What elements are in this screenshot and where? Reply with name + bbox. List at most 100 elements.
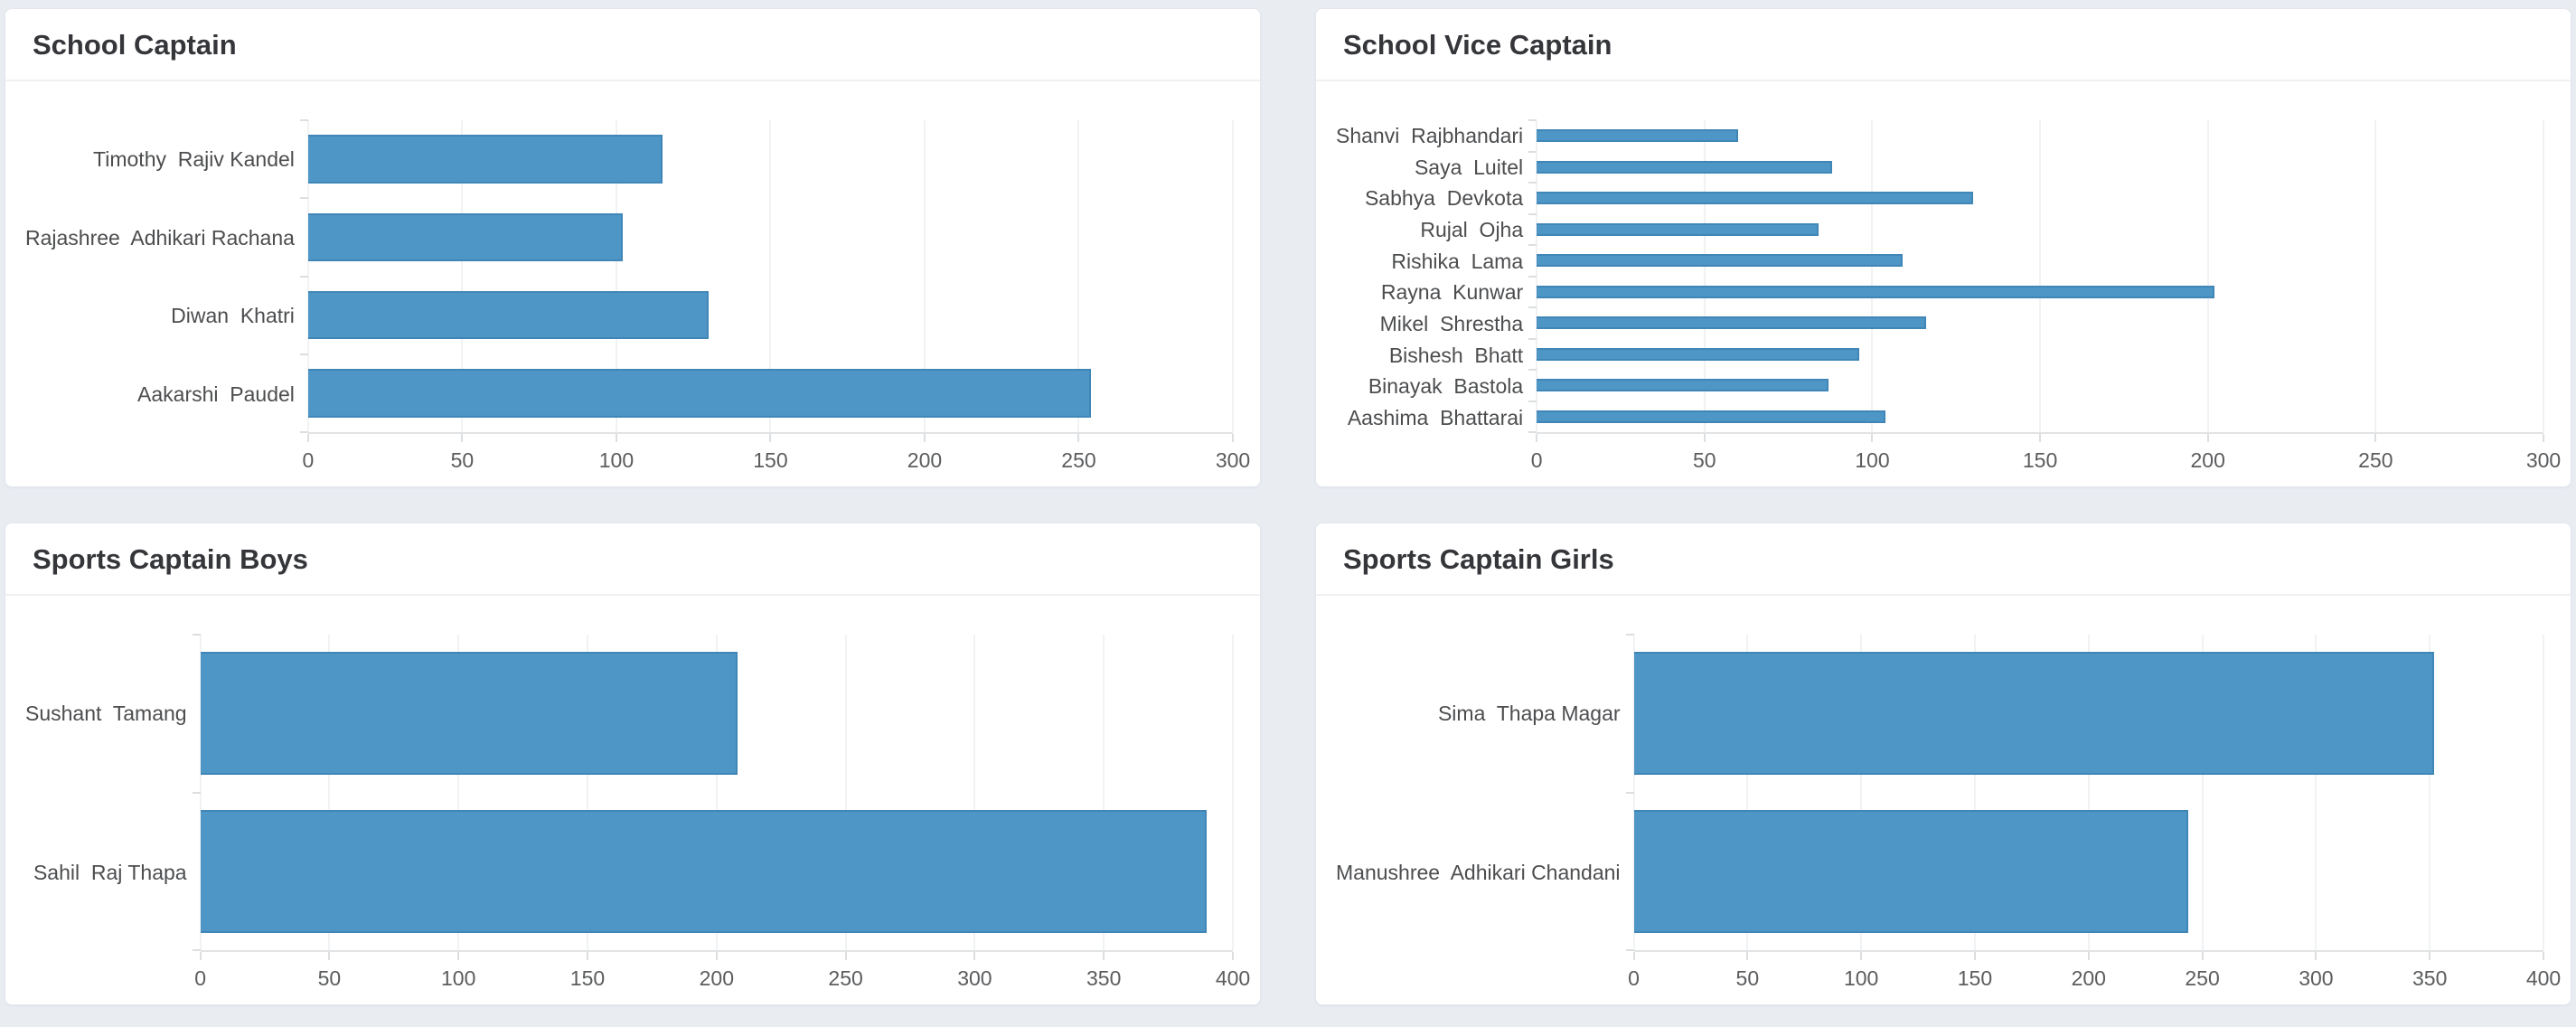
gridline xyxy=(2039,120,2042,432)
bar[interactable] xyxy=(1537,192,1973,205)
panel-header: School Vice Captain xyxy=(1316,9,2571,81)
x-axis-tick xyxy=(1746,952,1749,960)
x-axis-tick xyxy=(1973,952,1976,960)
x-axis-tick-label: 250 xyxy=(828,966,863,990)
panel-title: School Captain xyxy=(33,28,237,61)
x-axis-tick xyxy=(586,952,588,960)
x-axis-tick xyxy=(306,434,309,442)
x-axis: 0 50 100 150 200 250 300 350 400 xyxy=(1628,952,2561,999)
category-label: Sima Thapa Magar xyxy=(1437,702,1621,726)
x-axis-tick-label: 200 xyxy=(2071,966,2106,990)
bar[interactable] xyxy=(1537,285,2215,298)
plot-area xyxy=(192,634,1234,952)
bar[interactable] xyxy=(1537,410,1886,423)
x-axis-tick-label: 250 xyxy=(2185,966,2220,990)
x-axis-tick-label: 0 xyxy=(302,448,315,472)
gridline xyxy=(2429,635,2431,950)
bar[interactable] xyxy=(1537,160,1832,174)
y-axis-labels: Sima Thapa Magar Manushree Adhikari Chand… xyxy=(1336,635,1634,952)
panel-header: School Captain xyxy=(5,9,1260,81)
bar[interactable] xyxy=(307,212,623,262)
gridline xyxy=(1973,635,1976,950)
bar[interactable] xyxy=(200,809,1208,933)
bar[interactable] xyxy=(1537,222,1819,236)
x-axis-tick xyxy=(715,952,718,960)
gridline xyxy=(1632,635,1635,950)
plot-area xyxy=(299,119,1234,434)
panel-sports-captain-girls: Sports Captain Girls Sima Thapa Magar Man… xyxy=(1315,523,2571,1005)
bar[interactable] xyxy=(1633,809,2189,933)
category-label: Manushree Adhikari Chandani xyxy=(1336,860,1621,884)
y-axis-tick xyxy=(1528,275,1537,278)
bar[interactable] xyxy=(1633,652,2435,776)
y-axis-tick xyxy=(192,949,201,951)
x-axis-tick-label: 200 xyxy=(2190,448,2225,472)
gridline xyxy=(586,635,588,950)
bar[interactable] xyxy=(200,652,738,776)
y-axis-tick xyxy=(1528,244,1537,246)
gridline xyxy=(615,120,617,432)
category-label: Aashima Bhattarai xyxy=(1347,406,1524,430)
gridline xyxy=(715,635,718,950)
bar[interactable] xyxy=(1537,316,1926,330)
x-axis-tick xyxy=(1536,434,1538,442)
x-axis-tick xyxy=(2429,952,2431,960)
x-axis-tick xyxy=(1871,434,1874,442)
bar[interactable] xyxy=(307,290,710,340)
x-axis-tick xyxy=(2087,952,2090,960)
x-axis: 0 50 100 150 200 250 300 xyxy=(1531,434,2561,481)
bar[interactable] xyxy=(307,135,663,184)
x-axis-tick xyxy=(457,952,460,960)
category-label: Binayak Bastola xyxy=(1368,374,1524,399)
x-axis-tick-label: 150 xyxy=(1957,966,1993,990)
x-axis-tick xyxy=(2206,434,2209,442)
x-axis-tick xyxy=(1232,952,1234,960)
x-axis-tick xyxy=(973,952,976,960)
gridline xyxy=(1536,120,1538,432)
x-axis-tick-label: 100 xyxy=(1855,448,1890,472)
x-axis-tick-label: 100 xyxy=(1843,966,1879,990)
plot-area xyxy=(1528,119,2544,434)
x-axis-tick xyxy=(461,434,464,442)
y-axis-tick xyxy=(192,791,201,794)
gridline xyxy=(769,120,772,432)
y-axis-tick xyxy=(299,197,308,200)
category-label: Rayna Kunwar xyxy=(1380,280,1524,305)
bar[interactable] xyxy=(1537,129,1738,143)
gridline xyxy=(2374,120,2377,432)
x-axis-tick-label: 300 xyxy=(1215,448,1251,472)
gridline xyxy=(457,635,460,950)
gridline xyxy=(1103,635,1105,950)
x-axis-tick-label: 200 xyxy=(699,966,734,990)
x-axis-tick-label: 50 xyxy=(1692,448,1716,472)
x-axis: 0 50 100 150 200 250 300 xyxy=(303,434,1250,481)
x-axis-tick xyxy=(1232,434,1234,442)
x-axis-tick-label: 0 xyxy=(1530,448,1543,472)
y-axis-tick xyxy=(192,634,201,636)
gridline xyxy=(973,635,976,950)
panel-title: Sports Captain Boys xyxy=(33,542,308,575)
x-axis-tick xyxy=(844,952,847,960)
panel-school-vice-captain: School Vice Captain Shanvi Rajbhandari Sa… xyxy=(1315,8,2571,487)
bar[interactable] xyxy=(307,369,1092,418)
category-label: Diwan Khatri xyxy=(171,304,295,328)
bar[interactable] xyxy=(1537,347,1859,361)
y-axis-tick xyxy=(1625,949,1634,951)
y-axis-tick xyxy=(299,353,308,355)
gridline xyxy=(1746,635,1749,950)
gridline xyxy=(2543,635,2544,950)
category-label: Saya Luitel xyxy=(1414,155,1524,179)
gridline xyxy=(328,635,331,950)
x-axis-tick-label: 50 xyxy=(450,448,475,472)
x-axis-tick xyxy=(2315,952,2317,960)
horizontal-bar-chart: Sushant Tamang Sahil Raj Thapa 0 50 100 150 2… xyxy=(5,596,1260,1004)
horizontal-bar-chart: Sima Thapa Magar Manushree Adhikari Chand… xyxy=(1316,596,2571,1004)
x-axis-tick-label: 350 xyxy=(1086,966,1122,990)
bar[interactable] xyxy=(1537,379,1829,392)
plot-area xyxy=(1625,634,2544,952)
x-axis-tick xyxy=(199,952,202,960)
bar[interactable] xyxy=(1537,254,1903,268)
y-axis-tick xyxy=(1528,182,1537,184)
x-axis-tick-label: 300 xyxy=(2525,448,2562,472)
